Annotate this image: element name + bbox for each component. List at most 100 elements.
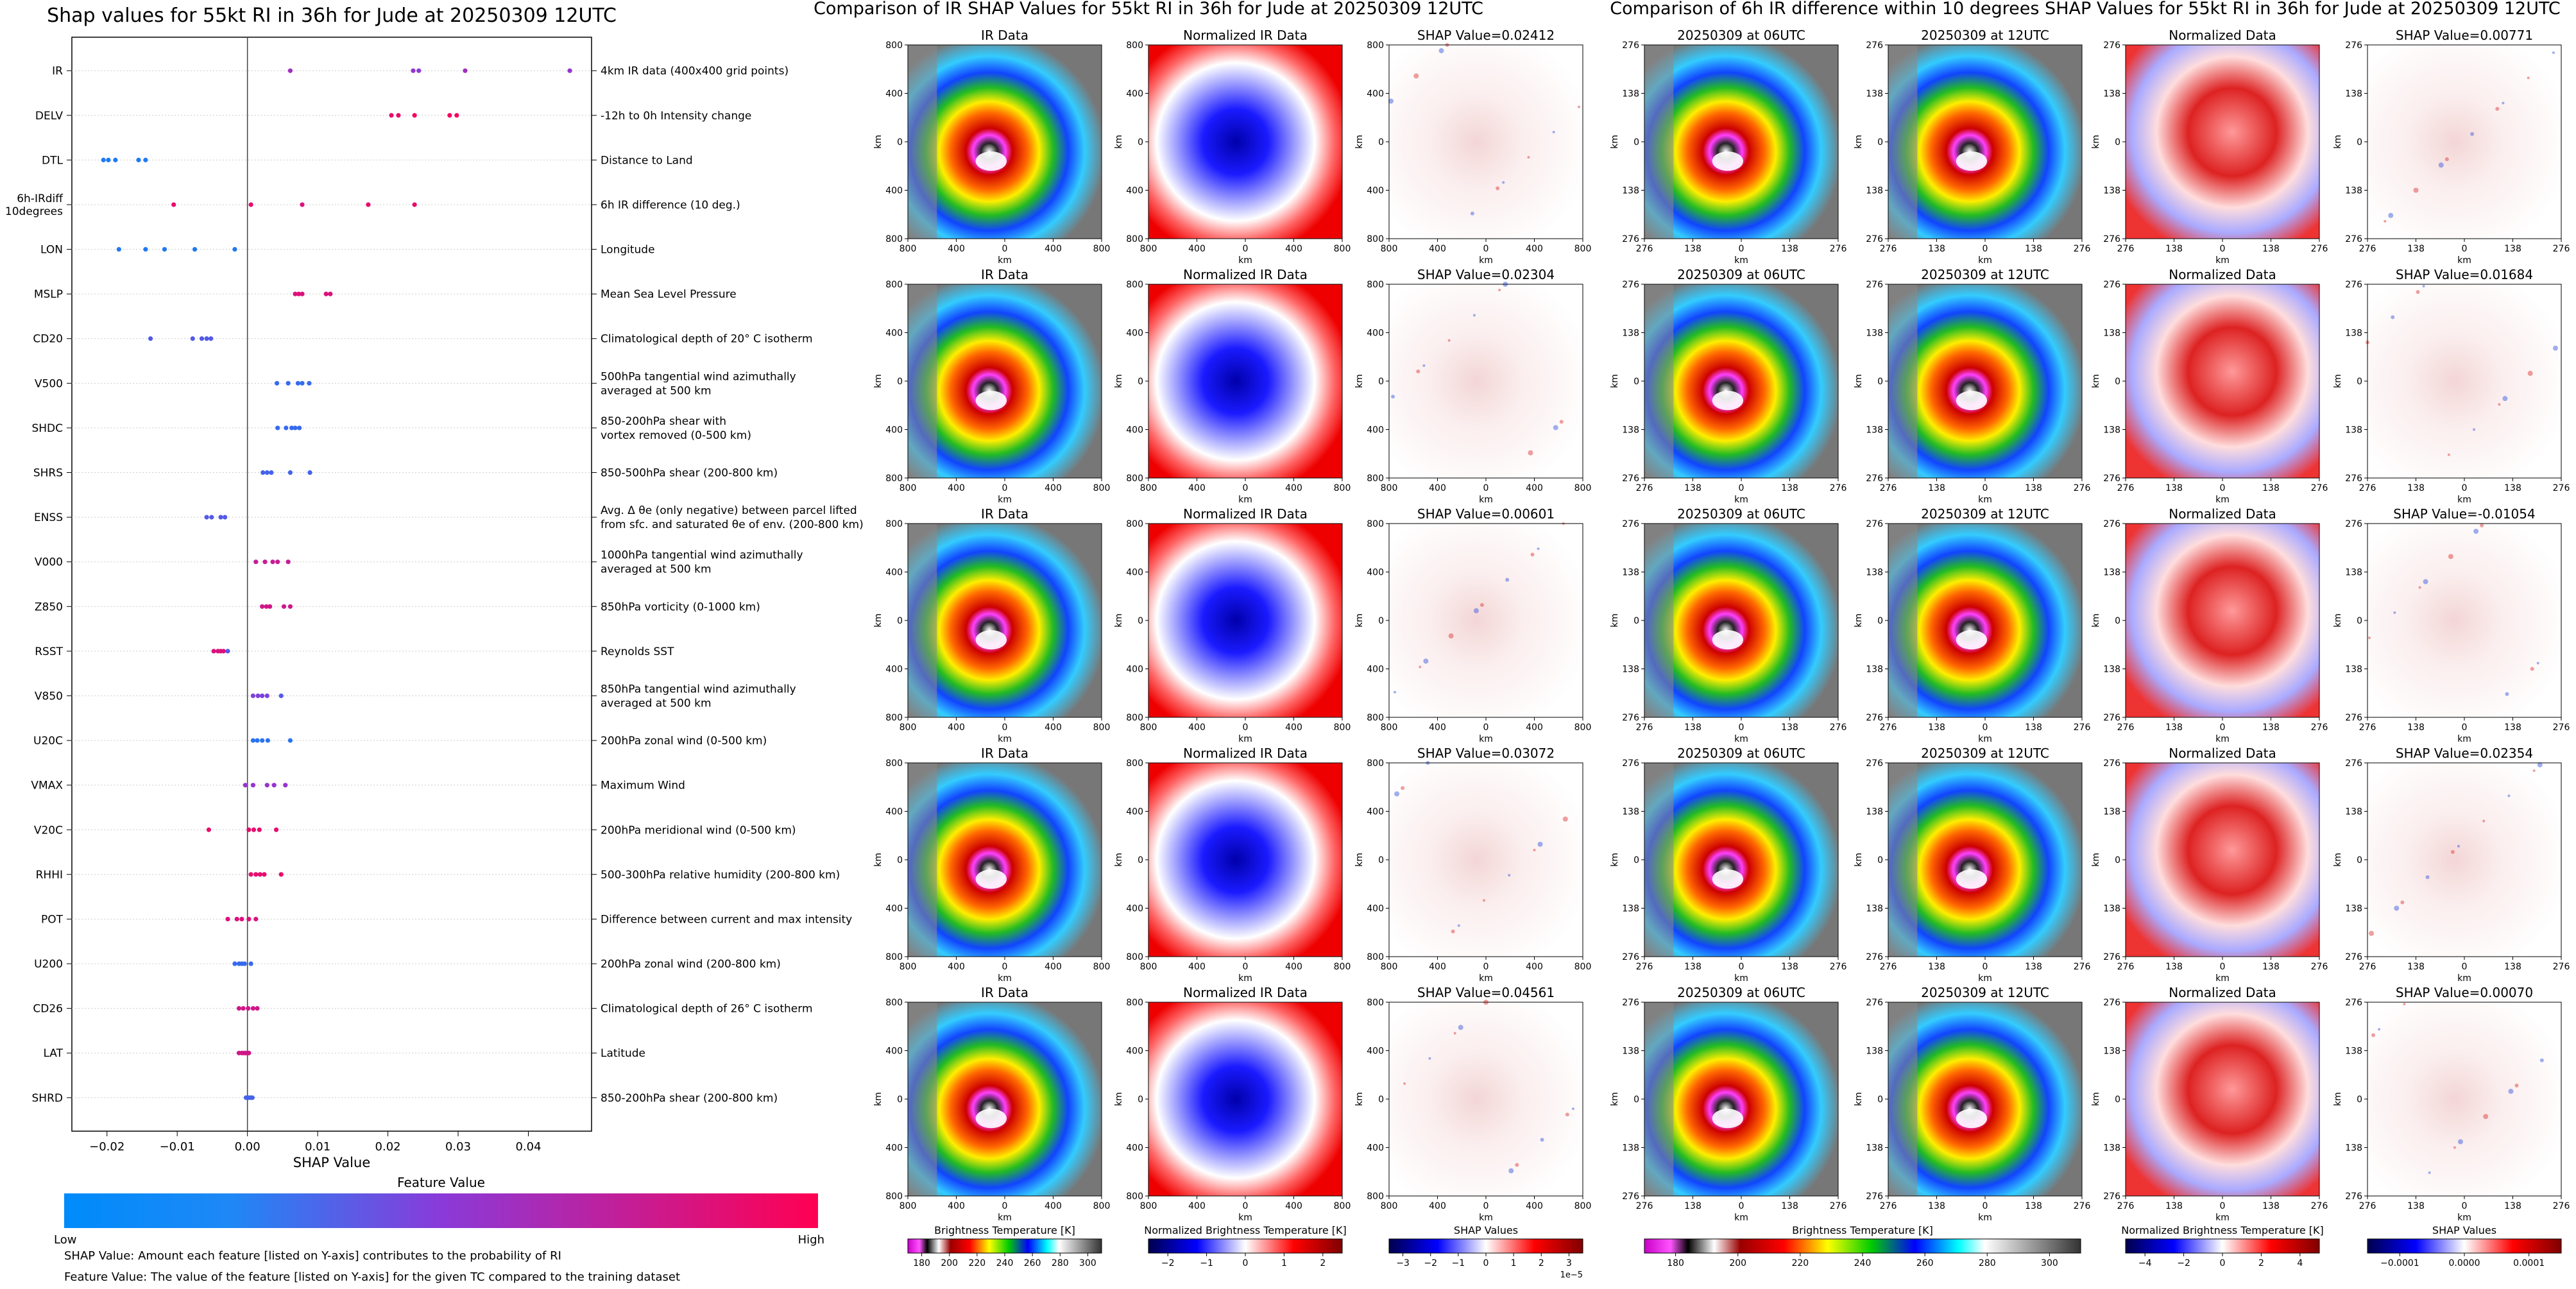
shap-field: [1389, 284, 1583, 478]
y-tick-label: 0: [1138, 1095, 1143, 1105]
x-axis-label: km: [1238, 1213, 1252, 1223]
feature-name-label: V000: [35, 556, 63, 569]
subplot-title: IR Data: [981, 28, 1028, 43]
y-tick-label: 800: [1367, 474, 1384, 484]
shap-speckle: [2539, 1058, 2544, 1063]
x-tick-label: 276: [2117, 1201, 2135, 1211]
y-tick-label: 800: [1367, 1191, 1384, 1202]
y-tick-label: 400: [885, 1143, 903, 1154]
shap-point: [243, 783, 248, 788]
x-tick-label: 276: [2117, 722, 2135, 733]
heatmap-image: [2125, 762, 2320, 957]
subplot-title: Normalized Data: [2169, 746, 2276, 761]
x-tick-label: 276: [2359, 1201, 2376, 1211]
shap-speckle: [1428, 1057, 1431, 1060]
x-tick-label: 0.02: [375, 1140, 401, 1154]
ir-eye: [975, 869, 1007, 889]
y-tick-label: 400: [1126, 807, 1143, 817]
subplot-title: Normalized IR Data: [1183, 746, 1308, 761]
colorbar-label: Brightness Temperature [K]: [934, 1224, 1075, 1236]
shap-speckle: [1394, 791, 1400, 797]
shap-speckle: [1496, 186, 1500, 191]
ir-field: [908, 45, 1102, 239]
y-tick-label: 0: [1877, 377, 1883, 387]
y-tick-label: 800: [1126, 234, 1143, 244]
y-tick-label: 800: [1126, 758, 1143, 769]
shap-speckle: [2505, 692, 2509, 696]
x-tick-label: 800: [1574, 244, 1592, 254]
colorbar-tick-label: 2: [2258, 1258, 2264, 1268]
y-tick-label: 276: [2345, 1191, 2362, 1202]
y-tick-label: 276: [2345, 758, 2362, 769]
feature-description-label: Maximum Wind: [601, 780, 685, 792]
shap-value-title: SHAP Value=0.01684: [2396, 267, 2533, 282]
feature-name-label: 6h-IRdiff: [17, 192, 64, 205]
subplot-title: 20250309 at 12UTC: [1921, 506, 2049, 522]
shap-point: [234, 916, 239, 922]
ir-eye: [975, 1109, 1007, 1129]
shap-speckle: [2498, 403, 2501, 406]
shap-speckle: [1422, 364, 1426, 367]
y-tick-label: 0: [1877, 616, 1883, 626]
ir-field: [1644, 763, 1838, 957]
feature-colorbar-title: Feature Value: [397, 1175, 485, 1190]
ir-clear-sky-band: [1888, 1002, 1918, 1196]
y-tick-label: 276: [1866, 713, 1883, 723]
x-tick-label: 800: [1093, 1201, 1111, 1211]
feature-name-label: ENSS: [34, 511, 63, 524]
x-axis-label: km: [1734, 973, 1748, 984]
colorbar: [907, 1238, 1102, 1254]
colorbar: [2125, 1238, 2320, 1254]
normalized-diff-field: [2126, 45, 2319, 239]
y-tick-label: 138: [1866, 89, 1883, 99]
y-tick-label: 400: [885, 425, 903, 436]
y-tick-label: 800: [885, 713, 903, 723]
shap-point: [136, 157, 141, 162]
colorbar: [1148, 1238, 1343, 1254]
shap-speckle: [1447, 339, 1451, 342]
y-tick-label: 800: [885, 234, 903, 244]
heatmap-image: [2366, 284, 2562, 479]
x-tick-label: 0.01: [305, 1140, 330, 1154]
shap-point: [232, 961, 237, 966]
x-tick-label: −0.02: [89, 1140, 124, 1154]
shap-speckle: [2400, 900, 2405, 905]
shap-point: [300, 202, 305, 207]
feature-description-label: Reynolds SST: [601, 645, 674, 658]
x-axis-label: km: [1238, 495, 1252, 505]
x-tick-label: 276: [2117, 244, 2135, 254]
x-tick-label: 400: [1285, 722, 1302, 733]
feature-name-label: DELV: [35, 110, 63, 123]
feature-description-label: averaged at 500 km: [601, 384, 712, 397]
x-tick-label: 276: [1636, 722, 1653, 733]
y-tick-label: 138: [2103, 186, 2120, 196]
y-tick-label: 0: [2115, 1095, 2120, 1105]
x-tick-label: 800: [1381, 483, 1398, 493]
y-tick-label: 138: [2103, 665, 2120, 675]
x-tick-label: 400: [948, 244, 965, 254]
x-axis-label: km: [1978, 255, 1992, 266]
shap-speckle: [1472, 314, 1476, 317]
colorbar-tick-label: −2: [2177, 1258, 2190, 1268]
x-tick-label: 0: [2462, 483, 2468, 493]
y-tick-label: 800: [1367, 952, 1384, 962]
x-tick-label: 400: [1429, 722, 1446, 733]
normalized-field: [1148, 524, 1342, 717]
shap-point: [257, 872, 262, 877]
y-tick-label: 0: [2115, 855, 2120, 866]
x-axis-label: km: [1238, 734, 1252, 744]
y-tick-label: 0: [2115, 137, 2120, 148]
feature-description-label: 500hPa tangential wind azimuthally: [601, 370, 796, 383]
x-tick-label: 138: [1928, 722, 1945, 733]
y-axis-label: km: [873, 374, 883, 388]
shap-speckle: [2393, 611, 2396, 614]
x-tick-label: 800: [1093, 962, 1111, 972]
y-tick-label: 276: [2345, 40, 2362, 51]
colorbar-tick-label: 0.0000: [2449, 1258, 2480, 1268]
shap-speckle: [1473, 608, 1479, 613]
shap-speckle: [1527, 156, 1530, 159]
shap-speckle: [2530, 667, 2534, 671]
x-tick-label: 276: [1636, 483, 1653, 493]
x-axis-label: km: [2215, 255, 2230, 266]
x-tick-label: 0: [1243, 962, 1249, 972]
